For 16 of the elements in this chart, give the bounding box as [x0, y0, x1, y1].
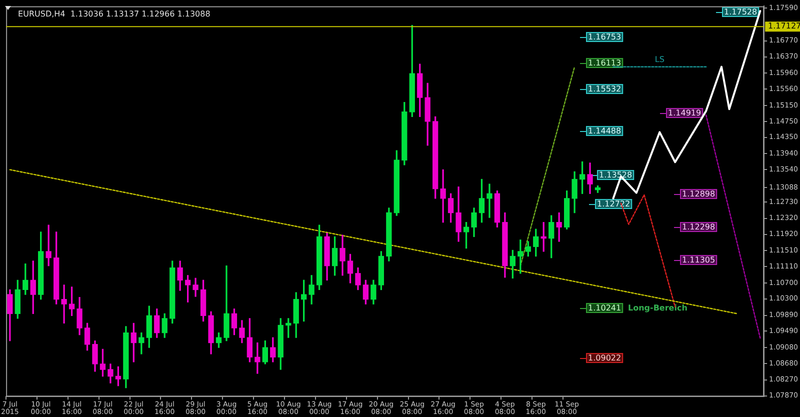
annotation: 1.16753 — [588, 32, 622, 42]
annotation: 1.17528 — [724, 8, 758, 17]
annotation: 1.12722 — [597, 200, 630, 209]
annotation: 1.14488 — [588, 126, 622, 136]
series-label: LS — [654, 54, 664, 64]
annotation: 1.09022 — [588, 354, 622, 363]
annotation: 1.11305 — [682, 256, 716, 265]
annotation: 1.12298 — [682, 222, 716, 232]
annotation: 1.15532 — [588, 84, 622, 94]
chart-title: EURUSD,H4 1.13036 1.13137 1.12966 1.13088 — [18, 9, 210, 18]
annotation: Long-Bereich — [628, 304, 688, 313]
annotation: 1.16113 — [588, 58, 622, 68]
annotation: 1.13528 — [599, 170, 632, 180]
annotation: 1.14919 — [668, 108, 702, 118]
annotation: 1.12898 — [682, 190, 716, 199]
annotation: 1.10241 — [588, 304, 622, 313]
